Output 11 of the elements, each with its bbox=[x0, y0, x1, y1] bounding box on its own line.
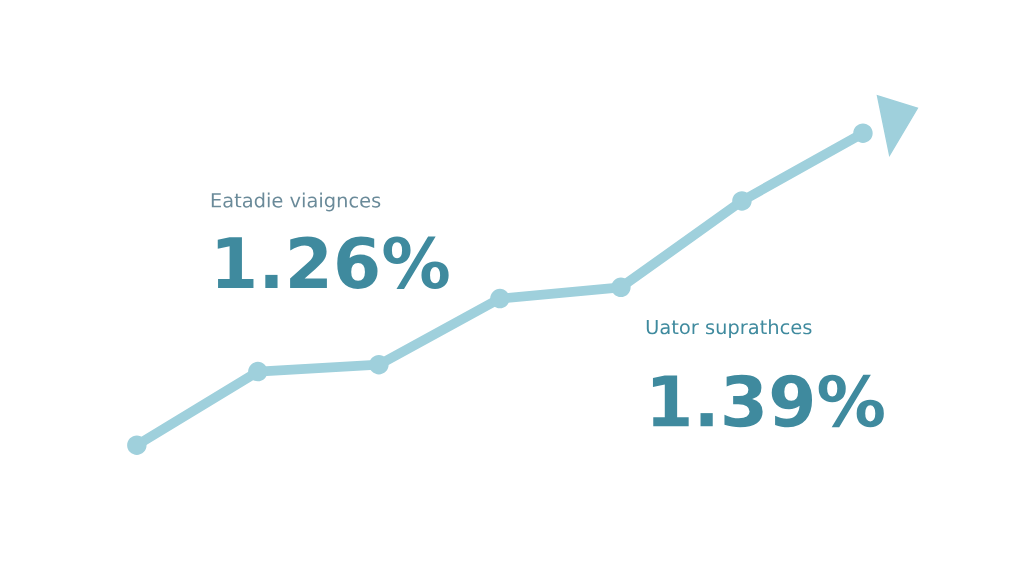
point bbox=[853, 123, 873, 143]
annotation: Uator suprathces bbox=[646, 319, 812, 339]
point bbox=[611, 277, 631, 298]
point bbox=[248, 361, 268, 382]
point bbox=[127, 435, 147, 455]
annotation: Eatadie viaignces bbox=[211, 192, 381, 212]
point bbox=[732, 191, 752, 211]
annotation: 1.26% bbox=[217, 236, 449, 289]
annotation: 1.39% bbox=[652, 374, 884, 428]
point bbox=[490, 288, 510, 309]
point bbox=[369, 354, 389, 375]
